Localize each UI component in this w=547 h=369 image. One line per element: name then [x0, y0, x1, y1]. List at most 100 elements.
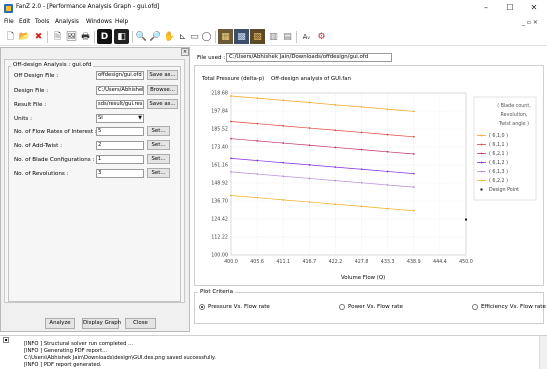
log-scrollbar[interactable] — [539, 336, 547, 369]
result-file-input[interactable]: sds/result/gui.res — [96, 100, 144, 109]
chart-x-axis-label: Volume Flow (Q) — [341, 275, 385, 281]
maximize-button[interactable]: ☐ — [506, 3, 514, 12]
image-icon[interactable]: 🖼 — [65, 31, 78, 42]
flow-rates-input[interactable]: 5 — [96, 127, 144, 136]
add-twist-label: No. of Add-Twist : — [14, 143, 62, 149]
new-file-icon[interactable]: 🗋 — [6, 31, 15, 42]
menu-help[interactable]: Help — [115, 19, 129, 25]
legend-label: Design Point — [489, 187, 519, 193]
save-as-result-button[interactable]: Save as... — [147, 99, 178, 109]
data-point — [282, 142, 285, 144]
toolbar-separator — [47, 31, 48, 43]
data-point — [308, 144, 311, 147]
set-blade-configs-button[interactable]: Set... — [147, 154, 170, 164]
close-button[interactable]: Close — [125, 318, 156, 329]
print-icon[interactable]: 🖶 — [81, 31, 90, 42]
data-point — [412, 153, 415, 155]
dark-panel-icon[interactable]: ◧ — [114, 29, 129, 44]
log-line: [INFO ] Structural solver run completed … — [24, 341, 133, 347]
menu-edit[interactable]: Edit — [19, 19, 31, 25]
data-point — [230, 137, 232, 140]
toolbar-separator — [215, 31, 216, 43]
x-tick-label: 450.0 — [459, 259, 473, 265]
menu-tools[interactable]: Tools — [35, 19, 50, 25]
browse-design-button[interactable]: Browse... — [147, 85, 178, 95]
pressure-radio[interactable] — [199, 304, 205, 310]
y-tick-label: 173.40 — [211, 145, 228, 151]
efficiency-radio-label: Efficiency Vs. Flow rate — [481, 304, 546, 310]
blade-configs-input[interactable]: 1 — [96, 155, 144, 164]
series-line — [230, 121, 414, 138]
file-used-input[interactable]: C:/Users/Abhishek Jain/Downloads/offdesi… — [226, 53, 392, 62]
design-file-input[interactable]: C:/Users/Abhishek — [96, 86, 144, 95]
data-point — [412, 172, 415, 175]
mdi-window-controls[interactable]: _ ▫ ✕ — [522, 19, 538, 26]
document-icon[interactable]: 🗎 — [53, 31, 62, 42]
panel-close-icon[interactable]: × — [181, 48, 189, 56]
chart-y-axis-label: Total Pressure (delta-p) — [201, 76, 264, 82]
off-design-file-input[interactable]: offdesign/gui.ofd — [96, 71, 144, 80]
revolutions-input[interactable]: 3 — [96, 169, 144, 178]
x-tick-label: 444.4 — [433, 259, 447, 265]
circle-icon[interactable]: ◯ — [201, 31, 212, 42]
zoom-icon[interactable]: 🔍 — [135, 31, 148, 42]
data-point — [334, 146, 337, 149]
rectangle-icon[interactable]: ▭ — [190, 31, 199, 42]
menu-analysis[interactable]: Analysis — [55, 19, 79, 25]
legend-marker — [480, 152, 483, 155]
toolbar: 🗋 📂 ✖ 🗎 🖼 🖶 D ◧ 🔍 🔎 ✋ ⊾ ▭ ◯ ▦ ▩ ▧ ▥ ▤ Aᵥ… — [0, 28, 547, 46]
close-window-button[interactable]: ✕ — [530, 3, 538, 12]
y-tick-label: 218.68 — [211, 91, 228, 97]
add-twist-input[interactable]: 2 — [96, 141, 144, 150]
x-tick-label: 416.7 — [302, 259, 316, 265]
open-folder-icon[interactable]: 📂 — [18, 31, 31, 42]
blade-image-icon[interactable]: ▦ — [218, 29, 233, 44]
menu-windows[interactable]: Windows — [86, 19, 112, 25]
data-point — [308, 101, 311, 104]
data-point — [308, 164, 311, 166]
chart-thumb-icon[interactable]: ▥ — [269, 31, 278, 42]
efficiency-radio[interactable] — [472, 304, 478, 310]
x-tick-label: 405.6 — [250, 259, 264, 265]
save-as-off-design-button[interactable]: Save as... — [147, 70, 178, 80]
app-logo-icon — [4, 4, 13, 13]
set-flow-rates-button[interactable]: Set... — [147, 126, 170, 136]
data-point — [282, 198, 285, 201]
settings-icon[interactable]: ⚙ — [317, 31, 326, 42]
minimize-button[interactable]: – — [484, 3, 488, 12]
plot-area — [230, 92, 467, 256]
display-graph-button[interactable]: Display Graph — [82, 318, 121, 329]
data-point — [256, 97, 259, 100]
table-thumb-icon[interactable]: ▤ — [283, 31, 292, 42]
blade-configs-label: No. of Blade Configurations : — [14, 157, 95, 163]
x-tick-label: 427.8 — [355, 259, 369, 265]
zoom-out-icon[interactable]: 🔎 — [149, 31, 162, 42]
legend-header: Twist angle ) — [498, 121, 529, 127]
delete-x-icon[interactable]: ✖ — [34, 31, 43, 42]
window-title: FanZ 2.0 - [Performance Analysis Graph -… — [16, 4, 160, 10]
data-point — [308, 177, 311, 180]
legend-label: ( 6,1,3 ) — [489, 169, 508, 175]
chart-title: Off-design analysis of GUI.fan — [271, 76, 351, 82]
power-radio[interactable] — [339, 304, 345, 310]
machine-image-icon[interactable]: ▩ — [234, 29, 249, 44]
pan-icon[interactable]: ✋ — [163, 31, 176, 42]
result-file-label: Result File : — [14, 102, 47, 108]
log-collapse-icon[interactable]: ▪ — [3, 337, 9, 343]
legend-box — [473, 96, 537, 201]
set-revolutions-button[interactable]: Set... — [147, 168, 170, 178]
legend-marker — [480, 170, 483, 173]
text-style-icon[interactable]: Aᵥ — [302, 32, 311, 41]
analyze-button[interactable]: Analyze — [45, 318, 75, 329]
analysis-groupbox — [8, 66, 181, 302]
d-badge-icon[interactable]: D — [97, 29, 112, 44]
set-add-twist-button[interactable]: Set... — [147, 140, 170, 150]
gear-image-icon[interactable]: ▧ — [250, 29, 265, 44]
data-point — [256, 196, 259, 199]
plot-criteria-title: Plot Criteria — [198, 289, 235, 295]
menu-file[interactable]: File — [4, 19, 14, 25]
log-console — [0, 335, 547, 369]
design-point-marker — [465, 218, 467, 221]
units-select[interactable]: SI ▼ — [96, 114, 144, 123]
axis-icon[interactable]: ⊾ — [178, 31, 187, 42]
